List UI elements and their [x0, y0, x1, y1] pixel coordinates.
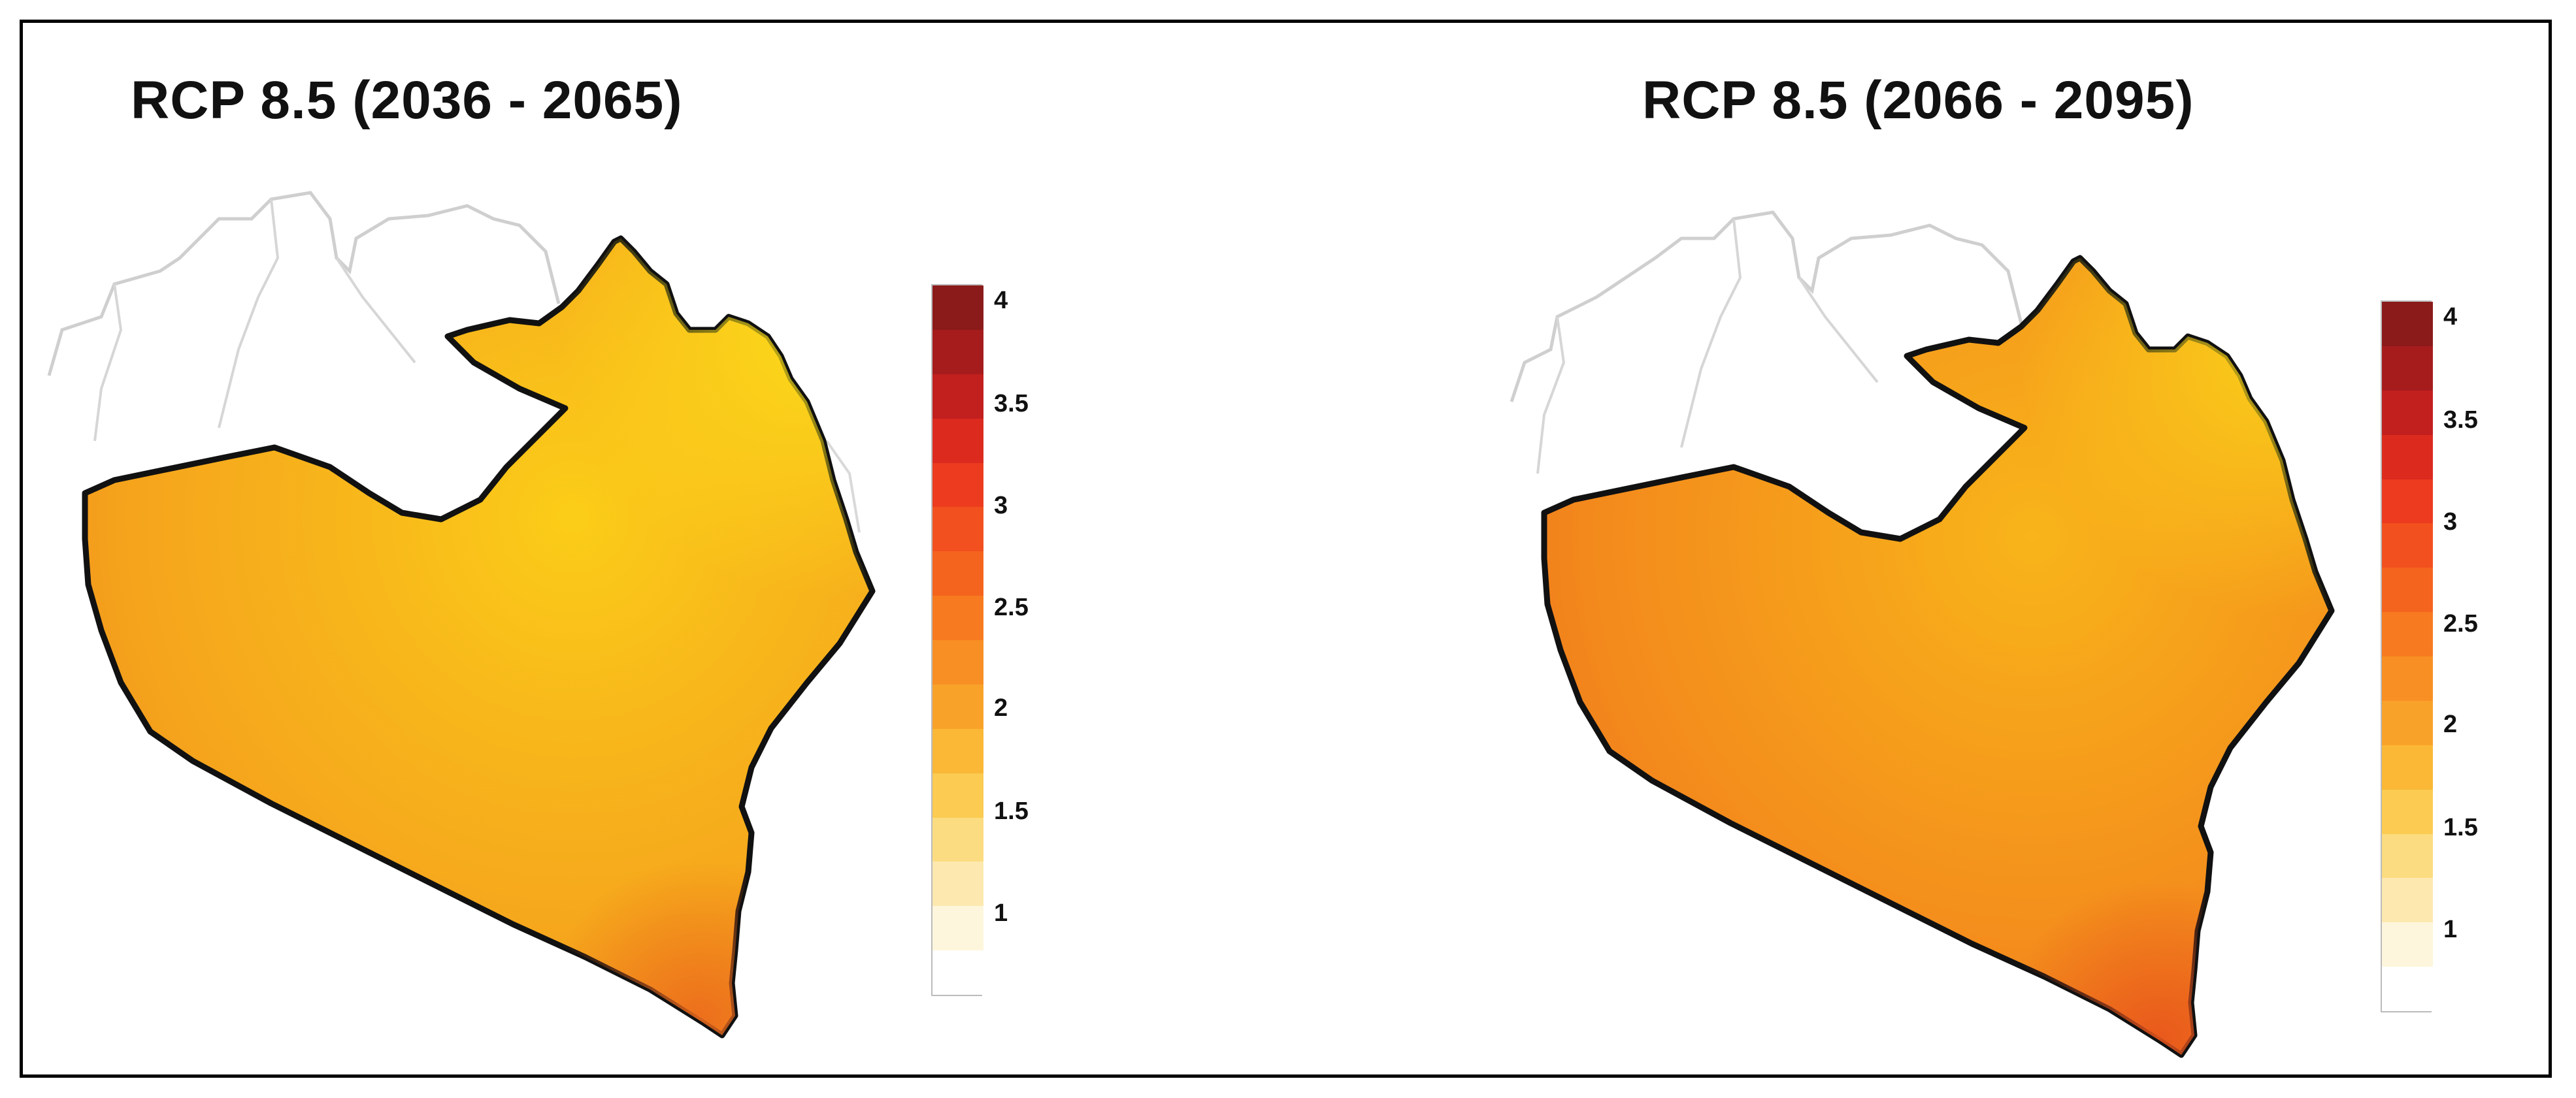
- legend-tick: 3: [2443, 508, 2458, 536]
- legend-tick: 4: [2443, 303, 2458, 331]
- panel-title: RCP 8.5 (2036 - 2065): [131, 71, 683, 130]
- legend-swatch: [933, 640, 983, 685]
- legend-swatch: [933, 285, 983, 330]
- legend-swatch: [933, 596, 983, 640]
- panel-title: RCP 8.5 (2066 - 2095): [1642, 71, 2194, 130]
- color-scale-legend: 4 3.5 3 2.5 2 1.5 1: [931, 284, 1029, 996]
- legend-tick: 2.5: [2443, 610, 2478, 638]
- legend-swatch: [2382, 745, 2433, 790]
- legend-swatch: [933, 418, 983, 463]
- legend-swatch: [2382, 479, 2433, 524]
- legend-tick: 2: [2443, 711, 2458, 738]
- map-panel-2036-2065: RCP 8.5 (2036 - 2065): [23, 23, 1289, 1074]
- legend-tick: 4: [994, 287, 1008, 314]
- legend-swatch: [2382, 302, 2433, 346]
- legend-tick: 3: [994, 492, 1008, 519]
- region-map: [1510, 210, 2335, 1058]
- legend-swatch: [933, 684, 983, 729]
- legend-swatch: [933, 862, 983, 907]
- legend-tick: 3.5: [2443, 406, 2478, 434]
- color-scale-legend: 4 3.5 3 2.5 2 1.5 1: [2381, 300, 2478, 1012]
- legend-swatch: [2382, 568, 2433, 613]
- region-map: [47, 191, 876, 1039]
- legend-swatch: [933, 507, 983, 552]
- legend-swatch: [2382, 656, 2433, 701]
- neighbour-boundary: [47, 191, 561, 376]
- legend-swatch: [933, 773, 983, 818]
- color-scale-bar: [2381, 300, 2433, 1012]
- legend-tick: 1: [994, 899, 1008, 927]
- legend-swatch: [933, 551, 983, 596]
- legend-swatch: [2382, 789, 2433, 834]
- legend-swatch: [2382, 390, 2433, 435]
- neighbour-boundary: [825, 440, 861, 533]
- legend-swatch: [933, 462, 983, 508]
- map-panel-2066-2095: RCP 8.5 (2066 - 2095): [1289, 23, 2555, 1074]
- neighbour-boundary: [1510, 210, 2023, 402]
- legend-swatch: [2382, 612, 2433, 656]
- legend-swatch: [2382, 434, 2433, 479]
- neighbour-boundary: [93, 199, 416, 442]
- legend-swatch: [933, 950, 983, 995]
- legend-swatch: [2382, 833, 2433, 879]
- legend-tick: 1.5: [2443, 814, 2478, 841]
- legend-swatch: [933, 374, 983, 419]
- legend-tick: 1: [2443, 916, 2458, 943]
- legend-tick: 1.5: [994, 798, 1029, 825]
- neighbour-boundary: [1536, 218, 1879, 474]
- legend-swatch: [933, 329, 983, 374]
- legend-tick: 3.5: [994, 390, 1029, 417]
- legend-swatch: [2382, 700, 2433, 745]
- legend-swatch: [2382, 922, 2433, 967]
- legend-swatch: [933, 817, 983, 862]
- legend-tick: 2.5: [994, 594, 1029, 621]
- legend-swatch: [2382, 967, 2433, 1011]
- legend-tick: 2: [994, 694, 1008, 722]
- legend-swatch: [2382, 523, 2433, 568]
- legend-swatch: [2382, 878, 2433, 923]
- legend-swatch: [2382, 346, 2433, 391]
- color-scale-bar: [931, 284, 983, 996]
- legend-swatch: [933, 906, 983, 951]
- legend-swatch: [933, 728, 983, 773]
- figure-frame: RCP 8.5 (2036 - 2065): [20, 20, 2552, 1078]
